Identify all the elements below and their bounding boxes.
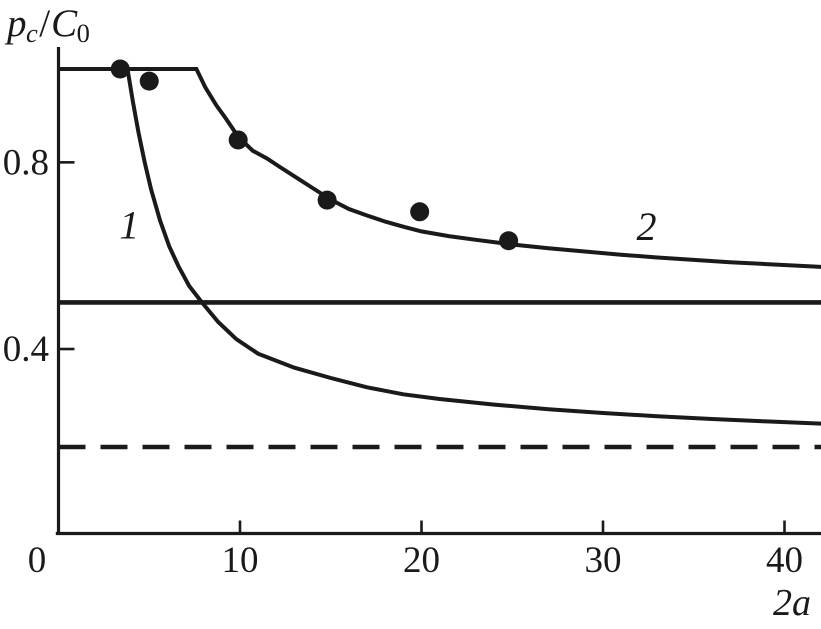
- y-axis-label: pc/C0: [7, 2, 90, 46]
- experimental-point: [139, 71, 159, 91]
- curve-2: [58, 67, 821, 269]
- y-axis-label-slash: /: [39, 2, 51, 45]
- curve-1: [58, 67, 821, 426]
- y-axis-label-C-subscript: 0: [76, 17, 90, 48]
- y-tick-label: 0.8: [3, 142, 49, 183]
- y-axis-label-p-subscript: c: [25, 17, 38, 48]
- curve-2-label: 2: [637, 204, 657, 249]
- experimental-point: [499, 231, 519, 251]
- x-tick-label: 30: [585, 540, 622, 581]
- x-tick-label: 40: [766, 540, 803, 581]
- experimental-point: [410, 202, 430, 222]
- x-axis-label: 2a: [752, 584, 821, 622]
- curve-1-label: 1: [119, 202, 139, 247]
- x-axis-label-variable: a: [792, 582, 811, 624]
- experimental-point: [317, 190, 337, 210]
- y-axis-label-C: C: [51, 2, 78, 45]
- x-origin-label: 0: [28, 540, 47, 581]
- experimental-point: [110, 59, 130, 79]
- experimental-point: [228, 130, 248, 150]
- x-tick-label: 20: [403, 540, 440, 581]
- y-tick-label: 0.4: [3, 329, 49, 370]
- y-axis-label-p: p: [7, 2, 27, 45]
- x-tick-label: 10: [222, 540, 259, 581]
- x-axis-label-number: 2: [773, 582, 792, 624]
